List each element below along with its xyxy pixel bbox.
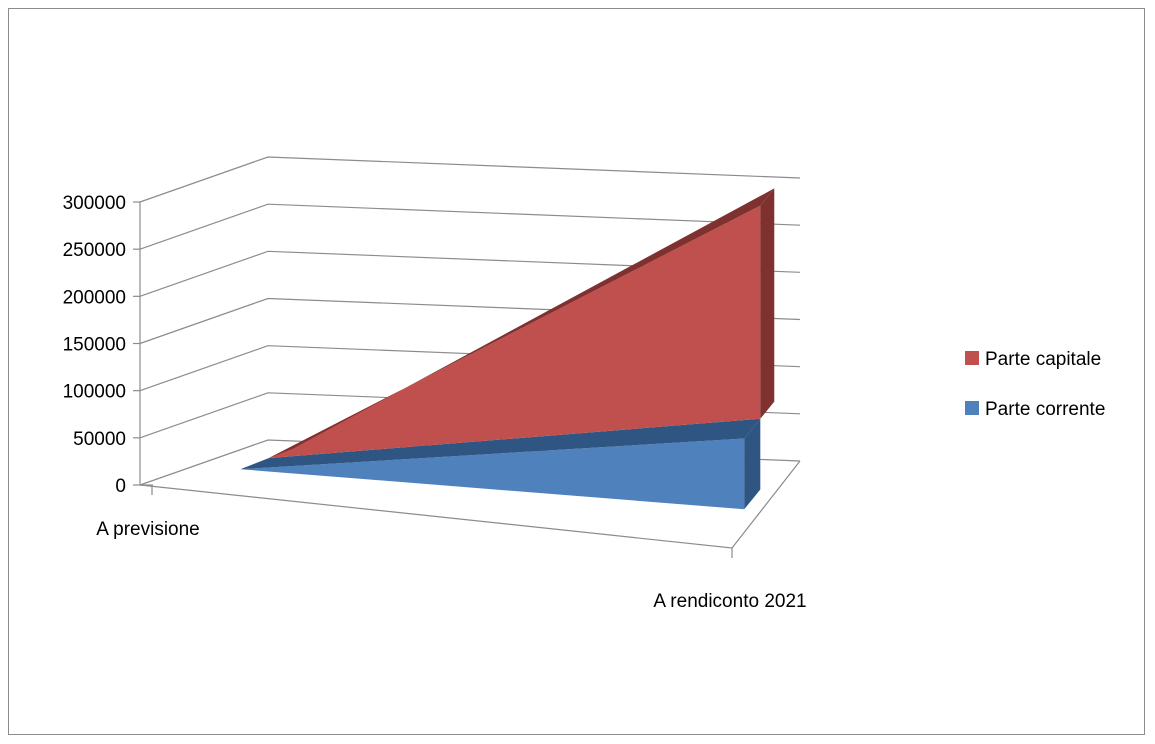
y-tick-label: 0: [115, 476, 126, 497]
y-tick-label: 250000: [63, 240, 126, 261]
legend-label: Parte capitale: [985, 349, 1101, 370]
y-tick-label: 300000: [63, 193, 126, 214]
y-tick-label: 100000: [63, 382, 126, 403]
series-parte-capitale-side: [760, 188, 774, 418]
legend-swatch: [965, 401, 979, 415]
y-tick-label: 50000: [73, 429, 126, 450]
chart-series: [240, 188, 774, 509]
x-category-label: A rendiconto 2021: [653, 591, 806, 612]
x-category-label: A previsione: [96, 519, 200, 540]
y-tick-label: 200000: [63, 287, 126, 308]
y-tick-label: 150000: [63, 335, 126, 356]
chart-legend: Parte capitale Parte corrente: [965, 349, 1105, 420]
legend-label: Parte corrente: [985, 399, 1105, 420]
gridline: [140, 157, 800, 202]
legend-swatch: [965, 351, 979, 365]
